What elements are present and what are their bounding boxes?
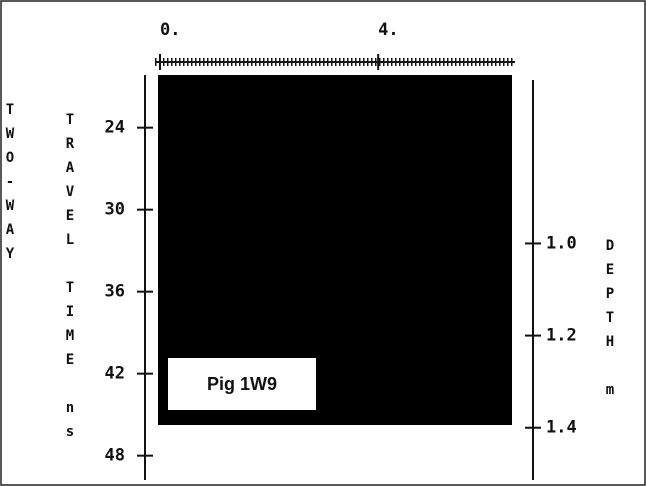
y-tick-label: 42	[105, 364, 125, 384]
y-tick-label: 24	[105, 118, 125, 138]
x-tick-label: 4.	[378, 20, 398, 40]
annotation: Pig 1W9	[207, 374, 277, 394]
y-tick-label: 48	[105, 446, 125, 466]
y2-tick-label: 1.4	[546, 418, 577, 438]
y-tick-label: 30	[105, 200, 125, 220]
y-axis-label: TWO-WAY	[2, 102, 18, 270]
x-tick-label: 0.	[160, 20, 180, 40]
chart: Pig 1W9 TWO-WAY TRAVEL TIME ns DEPTH m 0…	[0, 0, 646, 486]
y2-tick-label: 1.0	[546, 233, 577, 253]
y-axis-label: TRAVEL TIME ns	[62, 112, 78, 448]
y2-axis-label: DEPTH m	[602, 238, 618, 406]
y-tick-label: 36	[105, 282, 125, 302]
y2-tick-label: 1.2	[546, 326, 577, 346]
